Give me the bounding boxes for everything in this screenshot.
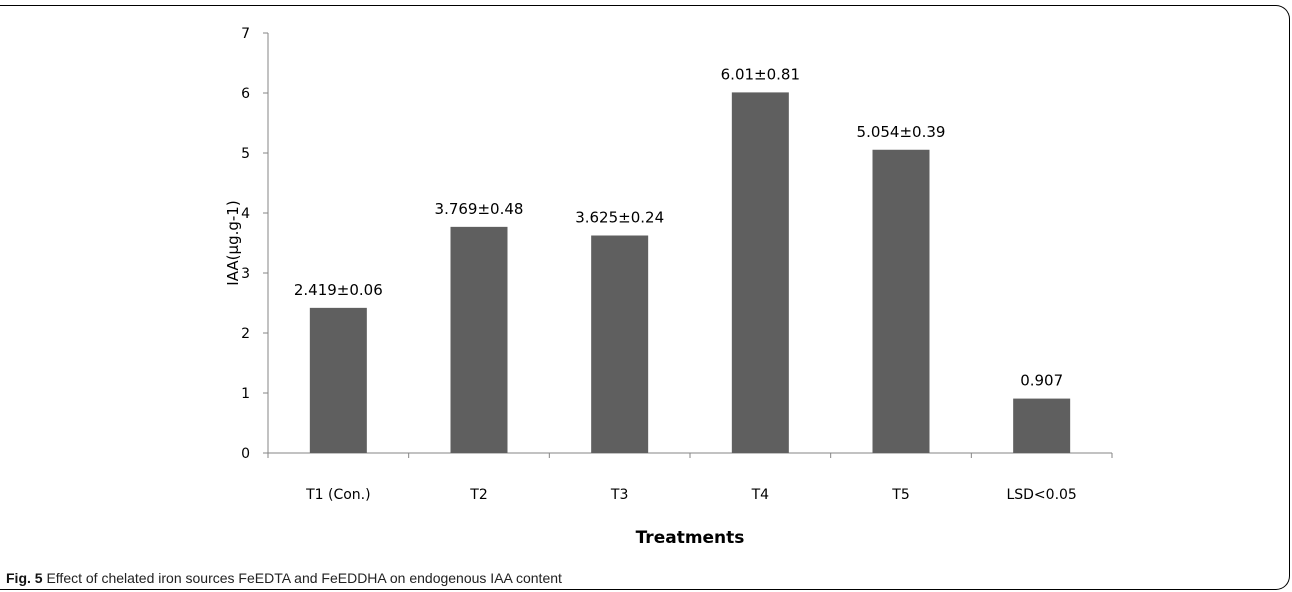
- x-tick-label: T2: [469, 487, 487, 503]
- y-tick-label: 5: [241, 146, 250, 162]
- y-tick-label: 4: [241, 206, 250, 222]
- x-tick-label: T4: [751, 487, 770, 503]
- y-tick-label: 1: [241, 386, 250, 402]
- data-label: 5.054±0.39: [857, 123, 946, 141]
- caption-label: Fig. 5: [6, 570, 43, 586]
- data-label: 0.907: [1020, 372, 1063, 390]
- bar: [591, 235, 649, 453]
- figure-caption: Fig. 5 Effect of chelated iron sources F…: [6, 570, 562, 586]
- bar: [731, 92, 789, 454]
- y-axis-title: IAA(µg.g-1): [224, 200, 242, 285]
- bar: [309, 307, 367, 453]
- data-label: 2.419±0.06: [294, 281, 383, 299]
- y-axis: 0 1 2 3 4 5 6 7: [241, 26, 269, 462]
- y-tick-label: 0: [241, 446, 250, 462]
- bar: [1013, 398, 1071, 453]
- y-tick-label: 6: [241, 86, 250, 102]
- caption-text: Effect of chelated iron sources FeEDTA a…: [42, 570, 562, 586]
- x-axis: T1 (Con.) T2 T3 T4 T5 LSD<0.05: [267, 452, 1113, 503]
- data-label: 6.01±0.81: [721, 65, 800, 83]
- data-label: 3.769±0.48: [435, 200, 524, 218]
- figure-frame: [0, 5, 1290, 590]
- y-tick-label: 2: [241, 326, 250, 342]
- y-tick-label: 3: [241, 266, 250, 282]
- data-labels: 2.419±0.06 3.769±0.48 3.625±0.24 6.01±0.81 5…: [294, 65, 1063, 389]
- x-tick-label: T1 (Con.): [305, 487, 371, 503]
- x-axis-title: Treatments: [636, 528, 745, 548]
- x-tick-label: LSD<0.05: [1006, 487, 1076, 503]
- bar: [450, 226, 508, 453]
- bars: [309, 92, 1071, 454]
- data-label: 3.625±0.24: [575, 209, 664, 227]
- bar: [872, 149, 930, 453]
- x-tick-label: T3: [610, 487, 628, 503]
- x-tick-label: T5: [891, 487, 909, 503]
- y-tick-label: 7: [241, 26, 250, 42]
